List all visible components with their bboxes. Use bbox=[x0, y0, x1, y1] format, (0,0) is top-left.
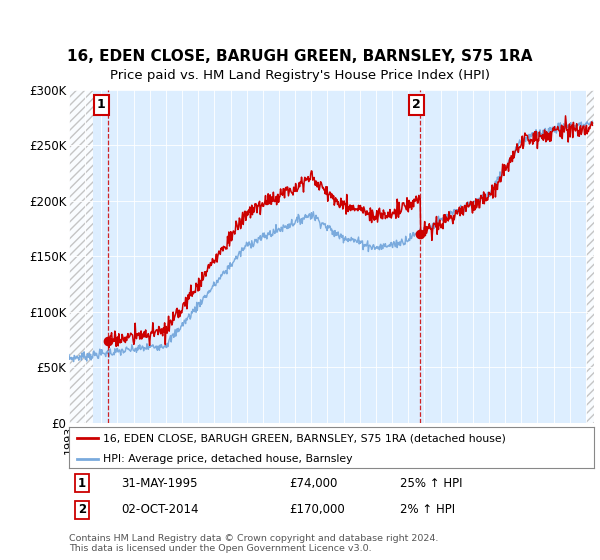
Text: £74,000: £74,000 bbox=[290, 477, 338, 489]
Text: Price paid vs. HM Land Registry's House Price Index (HPI): Price paid vs. HM Land Registry's House … bbox=[110, 69, 490, 82]
Text: 1: 1 bbox=[97, 99, 106, 111]
Text: 16, EDEN CLOSE, BARUGH GREEN, BARNSLEY, S75 1RA (detached house): 16, EDEN CLOSE, BARUGH GREEN, BARNSLEY, … bbox=[103, 433, 506, 443]
Text: £170,000: £170,000 bbox=[290, 503, 345, 516]
Bar bbox=[69, 90, 93, 423]
Text: 1: 1 bbox=[78, 477, 86, 489]
Text: 16, EDEN CLOSE, BARUGH GREEN, BARNSLEY, S75 1RA: 16, EDEN CLOSE, BARUGH GREEN, BARNSLEY, … bbox=[67, 49, 533, 64]
Text: Contains HM Land Registry data © Crown copyright and database right 2024.
This d: Contains HM Land Registry data © Crown c… bbox=[69, 534, 439, 553]
Text: 2% ↑ HPI: 2% ↑ HPI bbox=[400, 503, 455, 516]
Bar bbox=[586, 90, 594, 423]
Text: 31-MAY-1995: 31-MAY-1995 bbox=[121, 477, 198, 489]
Text: 02-OCT-2014: 02-OCT-2014 bbox=[121, 503, 199, 516]
Text: HPI: Average price, detached house, Barnsley: HPI: Average price, detached house, Barn… bbox=[103, 454, 353, 464]
Text: 25% ↑ HPI: 25% ↑ HPI bbox=[400, 477, 462, 489]
Text: 2: 2 bbox=[78, 503, 86, 516]
Text: 2: 2 bbox=[412, 99, 421, 111]
